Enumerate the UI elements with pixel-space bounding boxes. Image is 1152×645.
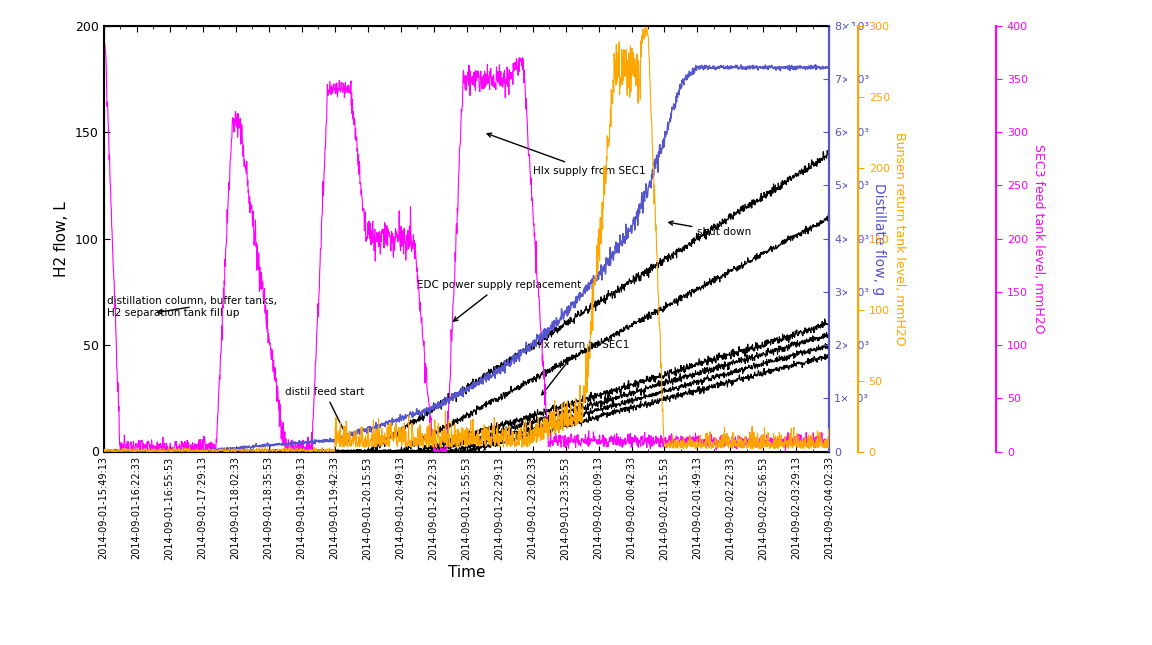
Text: EDC power supply replacement: EDC power supply replacement — [417, 281, 582, 321]
Y-axis label: SEC3 feed tank level, mmH2O: SEC3 feed tank level, mmH2O — [1032, 144, 1045, 333]
Y-axis label: Bunsen return tank level, mmH2O: Bunsen return tank level, mmH2O — [894, 132, 907, 346]
Y-axis label: H2 flow, L: H2 flow, L — [54, 201, 69, 277]
Text: distillation column, buffer tanks,
H2 separation tank fill up: distillation column, buffer tanks, H2 se… — [107, 296, 276, 317]
Text: distil feed start: distil feed start — [286, 387, 364, 441]
X-axis label: Time: Time — [448, 565, 485, 580]
Text: HIx return to SEC1: HIx return to SEC1 — [532, 340, 629, 395]
Y-axis label: Distillate flow, g: Distillate flow, g — [872, 183, 886, 295]
Text: shut down: shut down — [669, 221, 752, 237]
Text: HIx supply from SEC1: HIx supply from SEC1 — [487, 133, 645, 175]
